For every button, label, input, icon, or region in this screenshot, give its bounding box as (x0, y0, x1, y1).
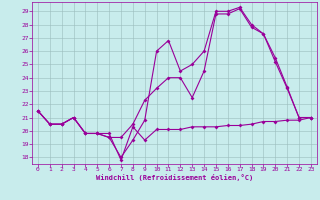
X-axis label: Windchill (Refroidissement éolien,°C): Windchill (Refroidissement éolien,°C) (96, 174, 253, 181)
